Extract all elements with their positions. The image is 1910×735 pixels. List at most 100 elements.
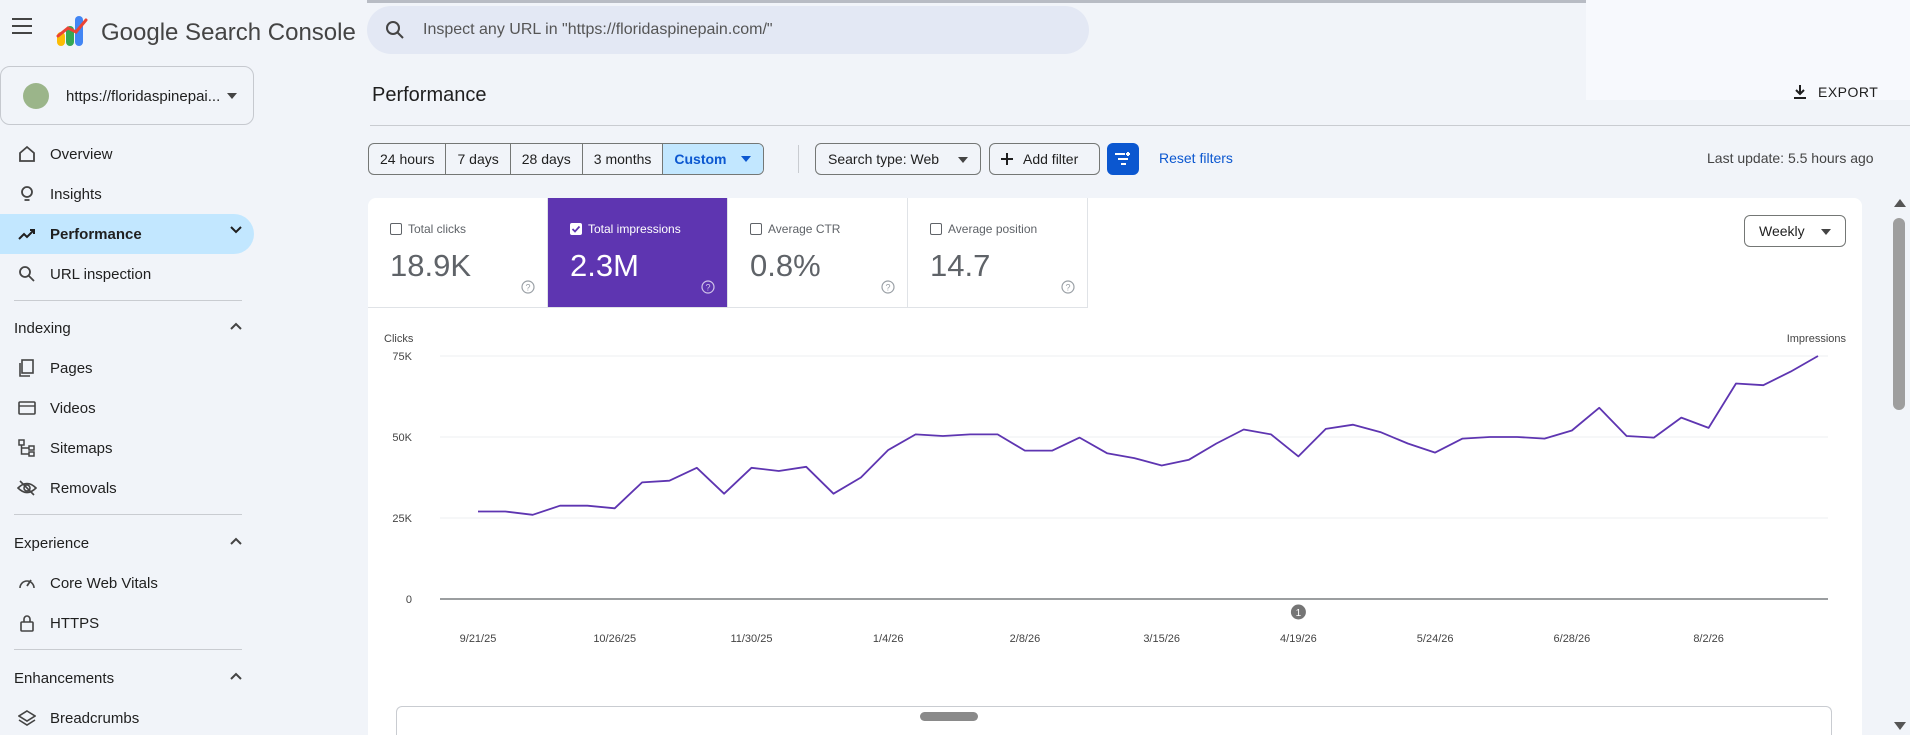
url-inspect-search[interactable] (367, 6, 1089, 54)
chevron-up-icon (230, 322, 242, 330)
download-icon (1792, 84, 1808, 100)
search-input[interactable] (423, 18, 1063, 42)
metric-value: 14.7 (930, 248, 991, 283)
x-tick-label: 6/28/26 (1554, 633, 1591, 645)
svg-text:?: ? (525, 283, 530, 293)
sidebar-item-breadcrumbs[interactable]: Breadcrumbs (0, 698, 254, 735)
x-tick-label: 8/2/26 (1693, 633, 1724, 645)
metric-total-clicks[interactable]: Total clicks 18.9K ? (368, 198, 548, 308)
x-tick-label: 9/21/25 (460, 633, 497, 645)
svg-text:?: ? (705, 283, 710, 293)
caret-down-icon (227, 93, 237, 99)
checkbox[interactable] (930, 223, 942, 235)
sidebar-item-sitemaps[interactable]: Sitemaps (0, 428, 254, 468)
section-enhancements[interactable]: Enhancements (14, 670, 242, 687)
help-icon[interactable]: ? (701, 280, 715, 294)
granularity-dropdown[interactable]: Weekly (1744, 215, 1846, 247)
menu-icon[interactable] (12, 18, 40, 40)
section-title: Enhancements (14, 670, 115, 687)
checkbox[interactable] (750, 223, 762, 235)
metric-label: Average CTR (768, 222, 841, 236)
reset-filters-link[interactable]: Reset filters (1159, 150, 1233, 166)
range-28-days[interactable]: 28 days (511, 144, 583, 174)
help-icon[interactable]: ? (521, 280, 535, 294)
property-favicon-icon (23, 83, 49, 109)
x-tick-label: 11/30/25 (730, 633, 772, 645)
metric-average-ctr[interactable]: Average CTR 0.8% ? (728, 198, 908, 308)
sidebar-item-overview[interactable]: Overview (0, 134, 254, 174)
caret-down-icon (1821, 229, 1831, 235)
performance-card: Total clicks 18.9K ? Total impressions 2… (368, 198, 1862, 735)
chevron-up-icon (230, 537, 242, 545)
sidebar-item-https[interactable]: HTTPS (0, 603, 254, 643)
table-card-top (396, 706, 1832, 735)
section-title: Experience (14, 535, 90, 552)
metric-value: 18.9K (390, 248, 472, 283)
date-range-selector[interactable]: 24 hours 7 days 28 days 3 months Custom (368, 143, 764, 175)
svg-text:?: ? (1065, 283, 1070, 293)
y-tick-label: 25K (392, 513, 412, 525)
x-tick-label: 10/26/25 (593, 633, 636, 645)
sidebar-item-removals[interactable]: Removals (0, 468, 254, 508)
x-tick-label: 2/8/26 (1010, 633, 1041, 645)
sidebar-divider (14, 300, 242, 301)
metric-average-position[interactable]: Average position 14.7 ? (908, 198, 1088, 308)
range-7-days[interactable]: 7 days (446, 144, 511, 174)
help-icon[interactable]: ? (1061, 280, 1075, 294)
impressions-line-chart: 0 25K 50K 75K Clicks Impressions 9/21/25 10/26/… (384, 333, 1847, 645)
sidebar-item-pages[interactable]: Pages (0, 348, 254, 388)
search-icon (17, 264, 37, 284)
search-type-filter[interactable]: Search type: Web (815, 143, 981, 175)
filter-settings-button[interactable] (1107, 143, 1139, 175)
metric-label: Average position (948, 222, 1038, 236)
plus-icon (1001, 153, 1013, 165)
last-update-text: Last update: 5.5 hours ago (1707, 150, 1874, 166)
sidebar-item-videos[interactable]: Videos (0, 388, 254, 428)
add-filter-button[interactable]: Add filter (989, 143, 1100, 175)
y-axis-title-right: Impressions (1787, 333, 1847, 345)
checkbox[interactable] (390, 223, 402, 235)
export-button[interactable]: EXPORT (1792, 84, 1878, 100)
range-24-hours[interactable]: 24 hours (369, 144, 447, 174)
sidebar-item-label: Core Web Vitals (50, 574, 158, 592)
sidebar-item-label: Breadcrumbs (50, 709, 140, 727)
range-custom[interactable]: Custom (663, 144, 763, 174)
property-label: https://floridaspinepai... (66, 88, 221, 105)
top-progress-strip (367, 0, 1586, 3)
sidebar-divider (14, 514, 242, 515)
sidebar-item-core-web-vitals[interactable]: Core Web Vitals (0, 563, 254, 603)
chevron-down-icon (230, 226, 242, 234)
range-custom-label: Custom (674, 151, 727, 167)
video-icon (17, 398, 37, 418)
range-3-months[interactable]: 3 months (583, 144, 664, 174)
filter-list-icon (1115, 152, 1130, 165)
sidebar-item-label: Removals (50, 479, 117, 497)
caret-down-icon (958, 157, 968, 163)
metric-total-impressions[interactable]: Total impressions 2.3M ? (548, 198, 728, 308)
metric-label: Total impressions (588, 222, 681, 236)
checkbox-checked[interactable] (570, 223, 582, 235)
search-type-label: Search type: Web (828, 151, 940, 167)
annotation-label: 1 (1296, 608, 1302, 619)
export-label: EXPORT (1818, 84, 1879, 100)
x-tick-label: 3/15/26 (1143, 633, 1180, 645)
sidebar-item-url-inspection[interactable]: URL inspection (0, 254, 254, 294)
metric-label: Total clicks (408, 222, 467, 236)
speedometer-icon (17, 573, 37, 593)
sidebar-item-insights[interactable]: Insights (0, 174, 254, 214)
lightbulb-icon (17, 184, 37, 204)
app-title: Google Search Console (101, 19, 356, 46)
sidebar-item-performance[interactable]: Performance (0, 214, 254, 254)
property-selector[interactable]: https://floridaspinepai... (0, 66, 254, 125)
annotation-marker (1290, 604, 1306, 620)
vertical-scrollbar-thumb[interactable] (1893, 218, 1905, 410)
sidebar-item-label: URL inspection (50, 265, 152, 283)
search-console-logo-icon (56, 14, 90, 48)
section-indexing[interactable]: Indexing (14, 320, 242, 337)
sidebar-item-label: Overview (50, 145, 113, 163)
help-icon[interactable]: ? (881, 280, 895, 294)
horizontal-scrollbar-thumb[interactable] (920, 712, 978, 721)
section-experience[interactable]: Experience (14, 535, 242, 552)
add-filter-label: Add filter (1023, 151, 1079, 167)
sidebar-item-label: Performance (50, 225, 142, 243)
